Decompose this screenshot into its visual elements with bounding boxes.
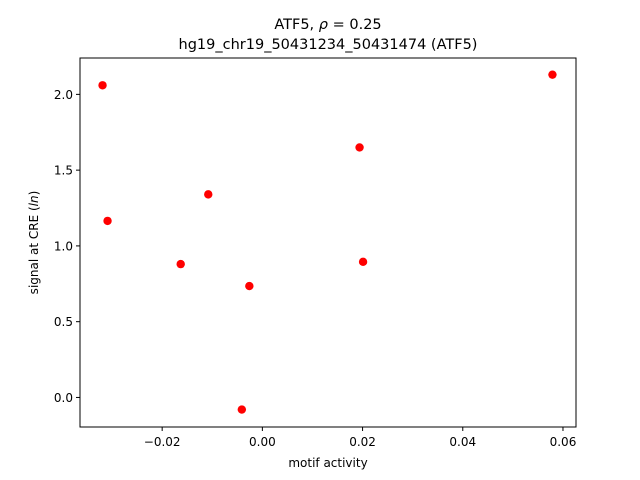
x-tick-label: −0.02: [144, 435, 181, 449]
y-tick-label: 1.0: [54, 239, 73, 253]
data-point-4: [204, 190, 213, 199]
data-point-9: [548, 70, 557, 79]
plot-area: [98, 70, 557, 414]
x-tick-label: 0.04: [449, 435, 476, 449]
chart-subtitle: hg19_chr19_50431234_50431474 (ATF5): [179, 37, 478, 53]
data-point-5: [237, 405, 247, 414]
y-tick-label: 0.5: [54, 315, 73, 329]
axes-frame: [79, 57, 577, 428]
y-tick-label: 1.5: [54, 164, 73, 178]
data-point-3: [176, 259, 185, 269]
data-point-1: [98, 81, 107, 90]
y-tick-label: 2.0: [54, 88, 73, 102]
chart-title: ATF5, ρ = 0.25: [274, 17, 381, 33]
data-point-8: [358, 257, 368, 267]
data-point-7: [355, 143, 364, 152]
data-point-6: [245, 281, 254, 291]
x-axis-label: motif activity: [288, 456, 367, 470]
y-axis-label: signal at CRE (ln): [27, 191, 41, 295]
x-tick-label: 0.00: [249, 435, 276, 449]
x-axis: −0.02 0.00 0.02 0.04 0.06: [144, 427, 577, 449]
x-tick-label: 0.06: [550, 435, 577, 449]
x-tick-label: 0.02: [349, 435, 376, 449]
y-tick-label: 0.0: [54, 391, 73, 405]
data-point-2: [103, 216, 112, 226]
y-axis: 0.0 0.5 1.0 1.5 2.0: [54, 88, 80, 405]
